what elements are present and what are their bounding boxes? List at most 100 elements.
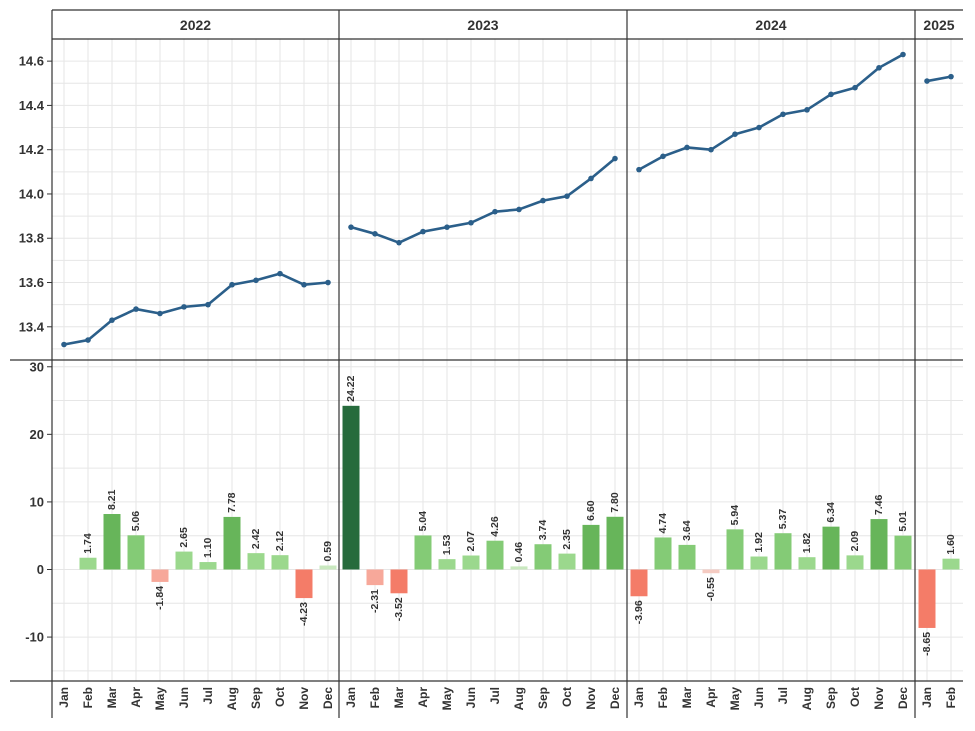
bar-data-label: 0.59 <box>322 541 334 562</box>
line-point <box>684 144 690 151</box>
bar-series-layer <box>79 405 960 628</box>
month-label: Nov <box>584 687 598 710</box>
year-header-2023: 2023 <box>467 17 498 33</box>
line-point <box>372 231 378 237</box>
bar-2023-jun <box>462 555 480 570</box>
bar-2023-jan <box>342 405 360 570</box>
line-point <box>109 317 115 323</box>
bar-2023-aug <box>510 566 528 570</box>
bar-data-label: -0.55 <box>705 577 717 601</box>
month-label: May <box>440 687 454 711</box>
line-point <box>876 64 882 71</box>
year-header-2025: 2025 <box>923 17 954 33</box>
month-label: Feb <box>656 687 670 708</box>
bar-2025-feb <box>942 558 960 570</box>
bar-2024-aug <box>798 557 816 570</box>
month-label: Feb <box>368 687 382 708</box>
bar-data-label: -8.65 <box>921 632 933 656</box>
bar-data-label: -4.23 <box>298 602 310 626</box>
line-series-2024 <box>637 53 905 171</box>
bar-data-label: 2.09 <box>849 531 861 552</box>
bar-2024-may <box>726 529 744 570</box>
line-point <box>205 301 211 308</box>
bar-data-label: 1.60 <box>945 534 957 555</box>
bar-2023-dec <box>606 516 624 570</box>
line-point <box>348 224 354 230</box>
bar-data-label: 5.06 <box>130 511 142 532</box>
month-label: Mar <box>105 687 119 709</box>
bar-data-label: 2.65 <box>178 527 190 548</box>
bar-data-label: 5.01 <box>897 511 909 532</box>
bar-data-label: 4.26 <box>489 516 501 537</box>
bar-data-label: 6.34 <box>825 502 837 523</box>
month-label: Jan <box>344 687 358 708</box>
line-point <box>420 228 426 235</box>
month-label: Nov <box>297 687 311 710</box>
month-label: Jan <box>920 687 934 708</box>
ytick-label: 14.2 <box>19 142 44 157</box>
bar-2023-apr <box>414 535 432 570</box>
line-point <box>636 166 642 173</box>
month-label: Oct <box>560 687 574 707</box>
line-point <box>61 341 67 348</box>
line-point <box>325 279 331 286</box>
ytick-label: -10 <box>25 630 44 645</box>
line-point <box>780 111 786 118</box>
bar-2023-mar <box>390 569 408 594</box>
line-point <box>924 78 930 84</box>
bar-2022-mar <box>103 514 121 570</box>
line-point <box>229 281 235 288</box>
line-series-2025 <box>925 75 953 83</box>
line-point <box>253 277 259 284</box>
line-point <box>900 51 906 58</box>
line-point <box>85 337 91 343</box>
bar-data-label: 1.92 <box>753 532 765 553</box>
ytick-label: 30 <box>30 359 44 374</box>
line-point <box>157 310 163 317</box>
line-point <box>468 219 474 226</box>
bar-data-label: -3.52 <box>393 597 405 621</box>
bar-2024-mar <box>678 544 696 570</box>
month-label: Apr <box>416 687 430 708</box>
bar-2022-aug <box>223 516 241 570</box>
bar-2023-feb <box>366 569 384 586</box>
bar-2024-jun <box>750 556 768 570</box>
line-point <box>708 146 714 153</box>
bar-2024-jan <box>630 569 648 597</box>
month-label: Aug <box>225 687 239 710</box>
bar-data-label: 2.42 <box>250 529 262 550</box>
bar-2024-oct <box>846 555 864 570</box>
bar-data-label: 24.22 <box>345 375 357 401</box>
bar-data-label: 6.60 <box>585 500 597 521</box>
bar-data-label: 5.94 <box>729 505 741 526</box>
bar-2022-apr <box>127 535 145 570</box>
month-label: Mar <box>392 687 406 709</box>
month-label: Feb <box>81 687 95 708</box>
month-label: Feb <box>944 687 958 708</box>
bar-2022-may <box>151 569 169 582</box>
year-header-2024: 2024 <box>755 17 786 33</box>
bar-data-label: 3.74 <box>537 520 549 541</box>
month-label: Jul <box>488 687 502 704</box>
month-label: Jun <box>177 687 191 708</box>
text-layer: 1.74 8.21 5.06 -1.84 2.65 1.10 7.78 2.42 2.12 -4.… <box>19 17 958 710</box>
month-label: Apr <box>129 687 143 708</box>
bar-2022-sep <box>247 553 265 570</box>
bar-data-label: 1.10 <box>202 537 214 558</box>
bar-2022-jun <box>175 551 193 570</box>
line-series-2022 <box>62 272 330 346</box>
frame-layer <box>10 9 963 718</box>
line-point <box>540 197 546 204</box>
ytick-label: 0 <box>37 562 44 577</box>
month-label: Mar <box>680 687 694 709</box>
month-label: Dec <box>321 687 335 709</box>
month-label: Nov <box>872 687 886 710</box>
month-label: Oct <box>848 687 862 707</box>
bar-2024-dec <box>894 535 912 570</box>
ytick-label: 13.8 <box>19 231 44 246</box>
bar-data-label: 7.80 <box>609 492 621 513</box>
line-point <box>804 107 810 113</box>
bar-2024-nov <box>870 519 888 570</box>
month-label: Jan <box>57 687 71 708</box>
